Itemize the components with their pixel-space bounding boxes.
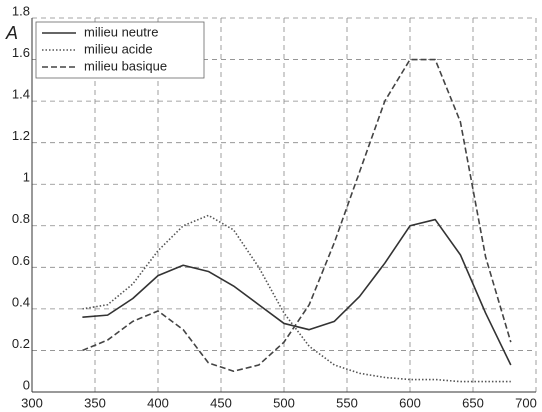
series-line — [82, 214, 511, 383]
x-tick-label: 400 — [147, 395, 169, 410]
y-axis-label: A — [5, 23, 18, 43]
y-tick-label: 1.2 — [12, 128, 30, 143]
series-line — [82, 58, 512, 373]
y-tick-label: 0.4 — [12, 294, 30, 309]
y-tick-label: 1.8 — [12, 3, 30, 18]
y-tick-label: 0.6 — [12, 253, 30, 268]
y-tick-label: 0 — [23, 377, 30, 392]
x-tick-label: 550 — [336, 395, 358, 410]
x-tick-label: 600 — [399, 395, 421, 410]
y-tick-label: 0.8 — [12, 211, 30, 226]
legend-label: milieu basique — [84, 58, 167, 73]
x-tick-label: 650 — [462, 395, 484, 410]
legend-label: milieu acide — [84, 41, 153, 56]
x-tick-label: 700 — [515, 395, 537, 410]
x-tick-label: 500 — [273, 395, 295, 410]
y-tick-label: 1.4 — [12, 87, 30, 102]
legend-label: milieu neutre — [84, 24, 158, 39]
y-tick-label: 0.2 — [12, 336, 30, 351]
series-line — [82, 218, 512, 366]
x-tick-label: 300 — [21, 395, 43, 410]
x-tick-label: 350 — [84, 395, 106, 410]
x-tick-label: 450 — [210, 395, 232, 410]
y-tick-label: 1.6 — [12, 45, 30, 60]
y-tick-label: 1 — [23, 170, 30, 185]
